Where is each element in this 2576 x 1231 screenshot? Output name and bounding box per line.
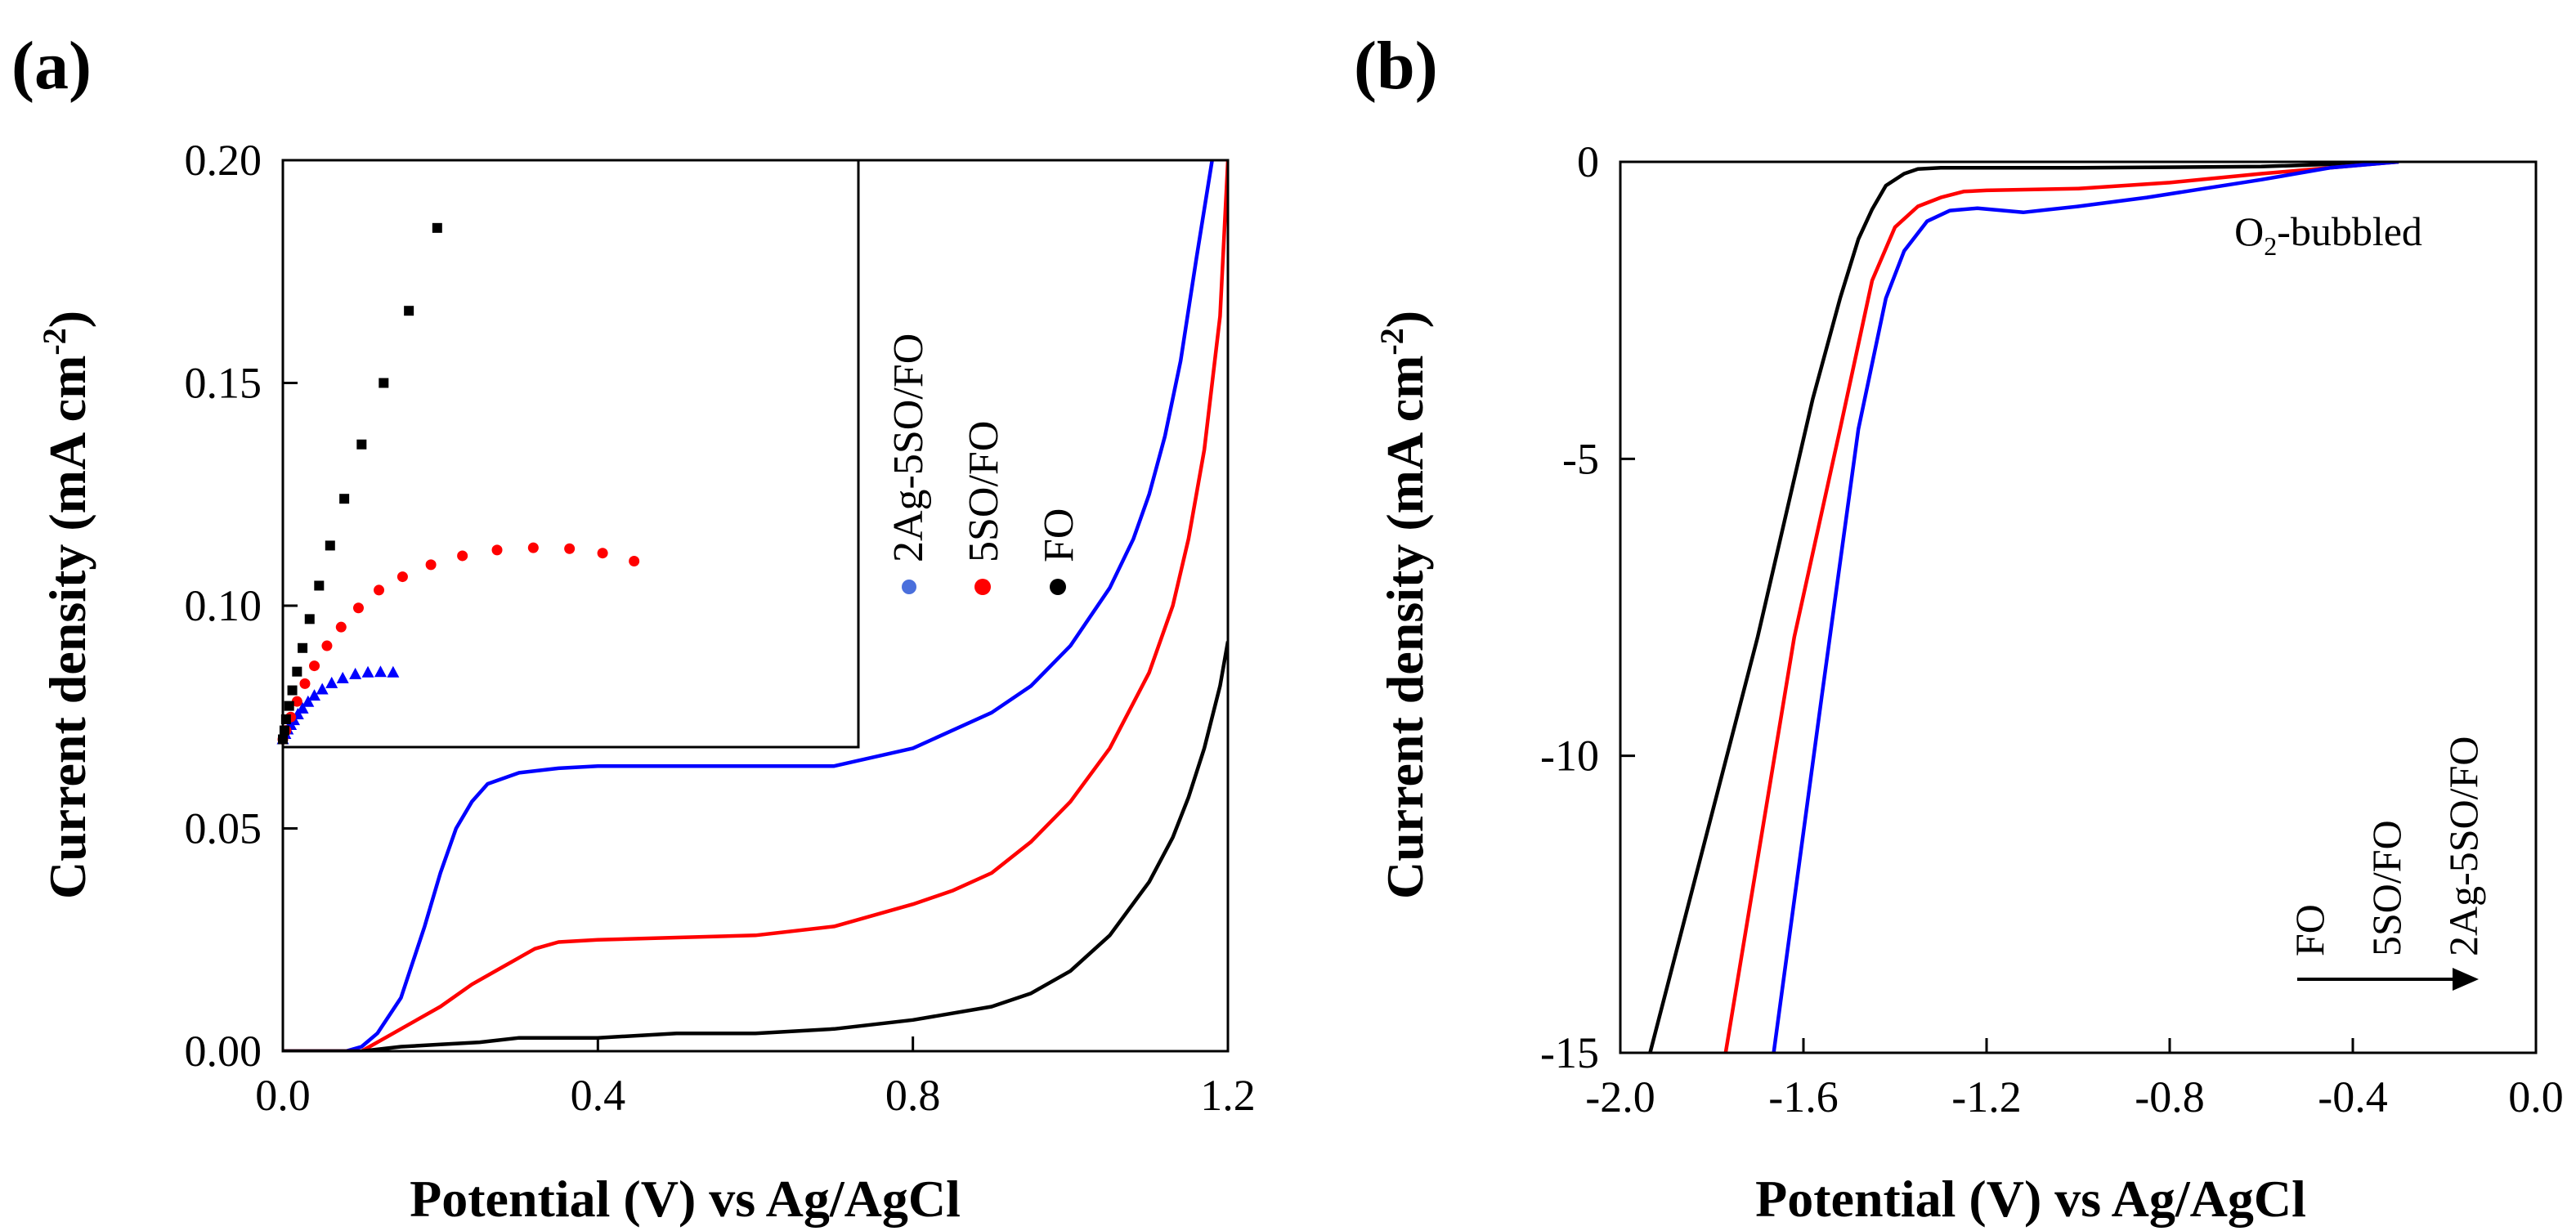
inset-marker-fo [356,439,367,450]
inset-marker-fo [379,378,389,388]
panel-a-curve-2ag-5so-fo [283,160,1214,1051]
legend-marker-5so-fo [974,579,991,595]
panel-a-x-axis-label: Potential (V) vs Ag/AgCl [410,1170,961,1228]
panel-a-y-tick-label: 0.20 [185,136,262,185]
legend-fo: FO [1036,508,1082,562]
inset-marker-2ag-5so-fo [349,667,362,679]
arrow-label-2ag-5so-fo: 2Ag-5SO/FO [2440,736,2486,956]
inset-marker-5so-fo [396,571,408,583]
panel-b-curve-5so-fo [1723,162,2399,1053]
panel-a-x-tick-label: 0.4 [571,1071,626,1120]
panel-b-y-tick-label: -5 [1562,434,1599,483]
inset-marker-5so-fo [309,660,320,672]
panel-a-x-tick-label: 0.8 [885,1071,941,1120]
legend-5so-fo: 5SO/FO [961,421,1007,562]
panel-a-legend: 2Ag-5SO/FO 5SO/FO FO [885,333,1082,595]
inset-marker-fo [279,725,289,736]
inset-marker-5so-fo [352,602,364,614]
panel-b-y-axis-label-main: Current density (mA cm [1376,356,1434,899]
inset-marker-5so-fo [291,696,302,707]
legend-marker-fo [1050,579,1066,595]
panel-b-x-tick-label: -1.2 [1951,1072,2021,1121]
inset-marker-2ag-5so-fo [296,701,309,714]
panel-a-y-axis-label-main: Current density (mA cm [38,356,96,899]
panel-a-x-tick-label: 1.2 [1200,1071,1256,1120]
inset-marker-2ag-5so-fo [374,665,387,678]
annotation-o: O [2234,208,2264,254]
legend-2ag-5so-fo: 2Ag-5SO/FO [885,333,932,562]
panel-b-label: (b) [1354,28,1438,104]
inset-marker-5so-fo [321,640,333,651]
inset-marker-5so-fo [457,550,468,562]
panel-b-x-tick-label: -0.4 [2318,1072,2387,1121]
panel-a-curve-fo [283,641,1228,1051]
inset-marker-2ag-5so-fo [302,695,315,707]
order-arrow-head [2453,968,2479,991]
panel-b-curve-2ag-5so-fo [1772,162,2399,1053]
inset-marker-fo [287,685,298,696]
inset-marker-5so-fo [425,559,437,571]
panel-b-y-axis-label: Current density (mA cm-2) [1373,311,1434,899]
annotation-rest: -bubbled [2277,208,2422,254]
inset-marker-5so-fo [374,584,385,596]
inset-marker-fo [314,580,325,591]
panel-b-y-axis-label-close: ) [1376,311,1434,328]
panel-b-order-arrow: FO 5SO/FO 2Ag-5SO/FO [2287,736,2486,991]
panel-b-x-tick-label: 0.0 [2508,1072,2564,1121]
panel-a-label: (a) [11,28,92,104]
annotation-sub: 2 [2264,231,2277,261]
panel-a-y-axis-label-close: ) [38,311,96,328]
panel-a-plot-frame [281,159,1230,1053]
panel-a: (a) 0.0 0.4 0.8 1.2 0.00 0.05 0.10 0.15 0.20 Pot… [11,28,1256,1228]
panel-b-annotation: O2-bubbled [2234,208,2422,261]
panel-a-y-tick-label: 0.00 [185,1027,262,1076]
inset-marker-5so-fo [299,678,311,689]
panel-b-x-tick-label: -0.8 [2135,1072,2204,1121]
panel-b-x-axis-label: Potential (V) vs Ag/AgCl [1755,1170,2306,1228]
panel-b-x-tick-label: -2.0 [1585,1072,1655,1121]
panel-b: (b) -2.0 -1.6 -1.2 -0.8 -0.4 0.00-5-10-15 O2-… [1354,28,2564,1228]
inset-marker-5so-fo [335,621,347,633]
inset-marker-2ag-5so-fo [316,683,329,695]
arrow-label-5so-fo: 5SO/FO [2363,820,2409,956]
inset-marker-5so-fo [527,542,539,553]
inset-marker-2ag-5so-fo [336,671,349,683]
inset-marker-fo [292,666,302,677]
inset-marker-fo [404,306,414,316]
inset-marker-fo [304,614,315,624]
inset-marker-2ag-5so-fo [325,676,338,688]
inset-marker-fo [284,701,294,711]
inset-marker-2ag-5so-fo [387,665,400,678]
panel-a-y-tick-label: 0.05 [185,804,262,853]
panel-a-y-axis-label-sup: -2 [36,328,73,355]
panel-a-y-tick-label: 0.10 [185,581,262,630]
inset-marker-5so-fo [564,543,576,554]
panel-b-plot-frame [1619,160,2538,1054]
panel-b-x-tick-label: -1.6 [1768,1072,1838,1121]
inset-marker-fo [298,642,308,653]
arrow-label-fo: FO [2287,904,2332,956]
inset-marker-fo [339,494,350,504]
inset-marker-5so-fo [629,556,640,566]
panel-b-y-tick-label: -10 [1540,732,1599,781]
inset-marker-5so-fo [597,548,608,559]
panel-b-curve-fo [1648,162,2399,1053]
panel-a-y-axis-label: Current density (mA cm-2) [36,311,96,899]
inset-marker-fo [325,540,335,551]
inset-marker-fo [432,222,442,233]
inset-marker-2ag-5so-fo [361,665,374,678]
panel-a-y-tick-label: 0.15 [185,359,262,408]
panel-b-y-tick-label: -15 [1540,1028,1599,1077]
panel-b-y-tick-label: 0 [1577,137,1599,186]
panel-b-y-axis-label-sup: -2 [1373,328,1410,355]
legend-marker-2ag-5so-fo [902,580,916,594]
inset-marker-5so-fo [491,544,503,556]
panel-a-x-tick-label: 0.0 [255,1071,311,1120]
inset-marker-2ag-5so-fo [308,689,321,701]
panel-a-curve-5so-fo [283,160,1228,1051]
